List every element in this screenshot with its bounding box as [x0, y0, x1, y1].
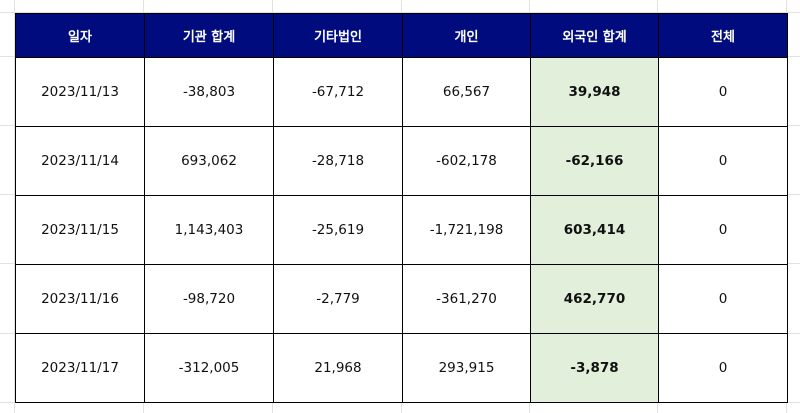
- cell-total[interactable]: 0: [658, 195, 788, 265]
- header-date[interactable]: 일자: [15, 13, 145, 58]
- cell-foreign-total[interactable]: 39,948: [530, 57, 659, 127]
- header-individual[interactable]: 개인: [402, 13, 531, 58]
- cell-institution-total[interactable]: -38,803: [144, 57, 274, 127]
- cell-individual[interactable]: 66,567: [402, 57, 531, 127]
- cell-total[interactable]: 0: [658, 57, 788, 127]
- cell-total[interactable]: 0: [658, 126, 788, 196]
- trading-table: 일자 기관 합계 기타법인 개인 외국인 합계 전체 2023/11/13 -3…: [15, 13, 788, 403]
- cell-foreign-total[interactable]: 462,770: [530, 264, 659, 334]
- cell-institution-total[interactable]: 1,143,403: [144, 195, 274, 265]
- header-foreign-total[interactable]: 외국인 합계: [530, 13, 659, 58]
- cell-total[interactable]: 0: [658, 264, 788, 334]
- cell-other-corporation[interactable]: 21,968: [273, 333, 403, 403]
- cell-institution-total[interactable]: -312,005: [144, 333, 274, 403]
- cell-other-corporation[interactable]: -2,779: [273, 264, 403, 334]
- cell-foreign-total[interactable]: 603,414: [530, 195, 659, 265]
- table-row: 2023/11/16 -98,720 -2,779 -361,270 462,7…: [15, 264, 788, 334]
- cell-date[interactable]: 2023/11/15: [15, 195, 145, 265]
- cell-institution-total[interactable]: 693,062: [144, 126, 274, 196]
- header-row: 일자 기관 합계 기타법인 개인 외국인 합계 전체: [15, 13, 788, 58]
- cell-date[interactable]: 2023/11/16: [15, 264, 145, 334]
- cell-individual[interactable]: -1,721,198: [402, 195, 531, 265]
- cell-individual[interactable]: -361,270: [402, 264, 531, 334]
- cell-date[interactable]: 2023/11/17: [15, 333, 145, 403]
- table-row: 2023/11/17 -312,005 21,968 293,915 -3,87…: [15, 333, 788, 403]
- cell-individual[interactable]: -602,178: [402, 126, 531, 196]
- header-institution-total[interactable]: 기관 합계: [144, 13, 274, 58]
- cell-date[interactable]: 2023/11/13: [15, 57, 145, 127]
- cell-other-corporation[interactable]: -25,619: [273, 195, 403, 265]
- cell-other-corporation[interactable]: -67,712: [273, 57, 403, 127]
- cell-date[interactable]: 2023/11/14: [15, 126, 145, 196]
- header-total[interactable]: 전체: [658, 13, 788, 58]
- cell-institution-total[interactable]: -98,720: [144, 264, 274, 334]
- cell-foreign-total[interactable]: -62,166: [530, 126, 659, 196]
- cell-individual[interactable]: 293,915: [402, 333, 531, 403]
- cell-foreign-total[interactable]: -3,878: [530, 333, 659, 403]
- table-row: 2023/11/13 -38,803 -67,712 66,567 39,948…: [15, 57, 788, 127]
- table-row: 2023/11/15 1,143,403 -25,619 -1,721,198 …: [15, 195, 788, 265]
- cell-total[interactable]: 0: [658, 333, 788, 403]
- cell-other-corporation[interactable]: -28,718: [273, 126, 403, 196]
- header-other-corporation[interactable]: 기타법인: [273, 13, 403, 58]
- table-row: 2023/11/14 693,062 -28,718 -602,178 -62,…: [15, 126, 788, 196]
